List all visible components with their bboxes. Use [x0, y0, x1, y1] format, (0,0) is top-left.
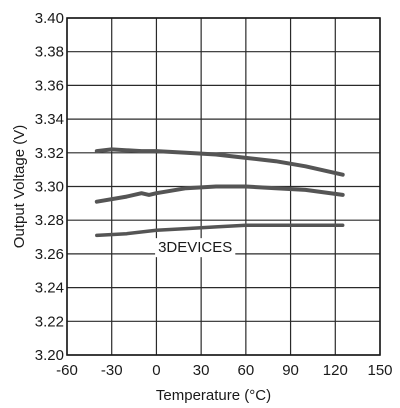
series-line-1 [94, 147, 345, 177]
x-tick-label: -30 [101, 362, 123, 379]
series-group [94, 147, 345, 238]
y-tick-label: 3.22 [35, 313, 64, 330]
x-tick-label: 90 [282, 362, 299, 379]
y-tick-label: 3.40 [35, 10, 64, 27]
y-axis-title: Output Voltage (V) [11, 125, 28, 248]
series-line-2 [94, 184, 345, 204]
x-tick-label: 60 [238, 362, 255, 379]
annotation-background [155, 238, 236, 258]
y-tick-label: 3.30 [35, 179, 64, 196]
y-tick-label: 3.34 [35, 111, 64, 128]
x-tick-label: 0 [152, 362, 160, 379]
y-tick-label: 3.36 [35, 77, 64, 94]
x-tick-label: 30 [193, 362, 210, 379]
devices-annotation: 3DEVICES [158, 239, 232, 256]
x-tick-label: 150 [367, 362, 392, 379]
y-tick-label: 3.26 [35, 246, 64, 263]
x-axis-ticks: -60 -30 0 30 60 90 120 150 [56, 362, 392, 379]
x-axis-title: Temperature (°C) [156, 387, 271, 404]
y-tick-label: 3.28 [35, 212, 64, 229]
plot-frame [66, 17, 381, 356]
y-tick-label: 3.24 [35, 280, 64, 297]
y-tick-label: 3.32 [35, 145, 64, 162]
y-axis-ticks: 3.20 3.22 3.24 3.26 3.28 3.30 3.32 3.34 3.36 3.38… [35, 10, 64, 364]
y-tick-label: 3.38 [35, 44, 64, 61]
x-tick-label: 120 [323, 362, 348, 379]
series-line-3 [95, 223, 345, 238]
x-tick-label: -60 [56, 362, 78, 379]
y-tick-label: 3.20 [35, 347, 64, 364]
